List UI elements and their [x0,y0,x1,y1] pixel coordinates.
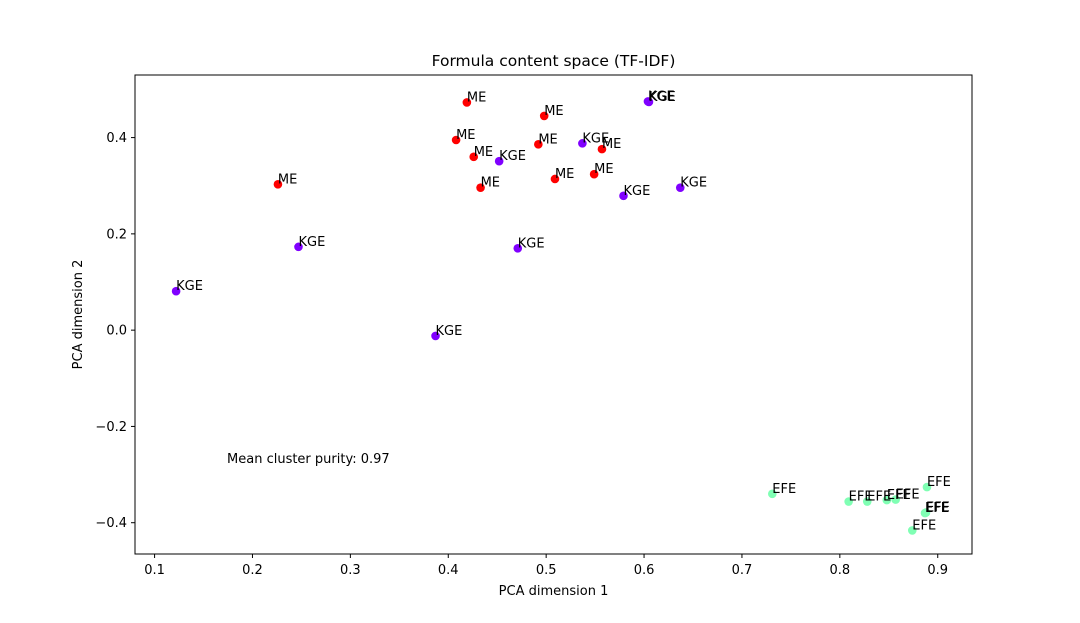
point-label: EFE [925,501,949,516]
point-label: KGE [298,235,325,250]
data-point-kge [294,242,303,252]
data-point-efe [922,482,932,492]
point-label: ME [278,172,297,187]
point-label: EFE [926,501,950,516]
point-label: KGE [582,131,609,146]
x-tick-label: 0.6 [634,563,655,578]
point-label: ME [538,132,557,147]
point-label: EFE [867,490,891,505]
point-label: EFE [896,488,920,503]
data-point-me [597,144,607,154]
data-point-kge [619,191,628,201]
x-tick-label: 0.5 [536,563,557,578]
x-tick-label: 0.1 [144,563,165,578]
y-tick-label: 0.0 [106,324,127,339]
data-point-efe [882,495,892,505]
x-tick-label: 0.3 [340,563,361,578]
point-label: KGE [518,236,545,251]
data-point-me [273,179,283,189]
point-label: ME [555,167,574,182]
data-point-me [550,174,560,184]
point-label: KGE [176,279,203,294]
x-tick-label: 0.2 [242,563,263,578]
y-tick-label: −0.2 [95,420,127,435]
cluster-purity-annotation: Mean cluster purity: 0.97 [227,452,390,467]
x-axis-title: PCA dimension 1 [499,584,609,599]
data-point-efe [844,497,853,506]
y-axis-title: PCA dimension 2 [71,260,86,370]
chart-title: Formula content space (TF-IDF) [432,52,676,70]
data-point-me [534,140,543,149]
point-label: ME [456,128,475,143]
point-label: EFE [927,475,951,490]
data-point-kge [494,156,504,166]
data-point-efe [907,526,917,535]
point-label: EFE [849,490,873,505]
data-point-kge [644,97,654,107]
data-point-me [469,152,479,162]
y-tick-label: 0.4 [106,131,127,146]
plot-frame [134,74,973,555]
point-label: EFE [772,482,796,497]
point-label: KGE [680,176,707,191]
x-tick-label: 0.4 [438,563,459,578]
point-label: KGE [499,149,526,164]
y-tick-label: −0.4 [95,516,127,531]
data-point-efe [891,495,900,504]
data-point-efe [767,489,777,499]
data-point-me [476,183,485,192]
data-point-kge [675,183,685,192]
x-tick-label: 0.8 [829,563,850,578]
point-label: KGE [648,89,675,104]
x-tick-label: 0.9 [927,563,948,578]
data-point-me [589,169,599,179]
ticks-layer: 0.1 0.2 0.3 0.4 0.5 0.6 0.7 0.8 0.9 −0.4 −0.2 0.0 0.… [95,131,948,578]
points-layer [171,97,932,535]
data-point-me [539,111,549,121]
data-point-me [451,135,461,145]
data-point-kge [171,286,181,296]
point-label: ME [602,137,621,152]
data-point-kge [431,331,440,341]
point-label: ME [544,104,563,119]
point-label: EFE [912,518,936,533]
y-tick-label: 0.2 [106,227,127,242]
data-point-efe [862,497,872,506]
point-label: ME [594,162,613,177]
point-label: ME [474,145,493,160]
data-point-kge [513,244,523,253]
point-label: ME [481,176,500,191]
point-label: KGE [436,324,463,339]
point-label: KGE [649,90,676,105]
point-label: KGE [623,184,650,199]
data-point-kge [578,139,587,148]
point-label: ME [467,90,486,105]
data-point-me [462,98,472,107]
point-label: EFE [887,488,911,503]
x-tick-label: 0.7 [732,563,753,578]
data-point-efe [921,508,931,517]
